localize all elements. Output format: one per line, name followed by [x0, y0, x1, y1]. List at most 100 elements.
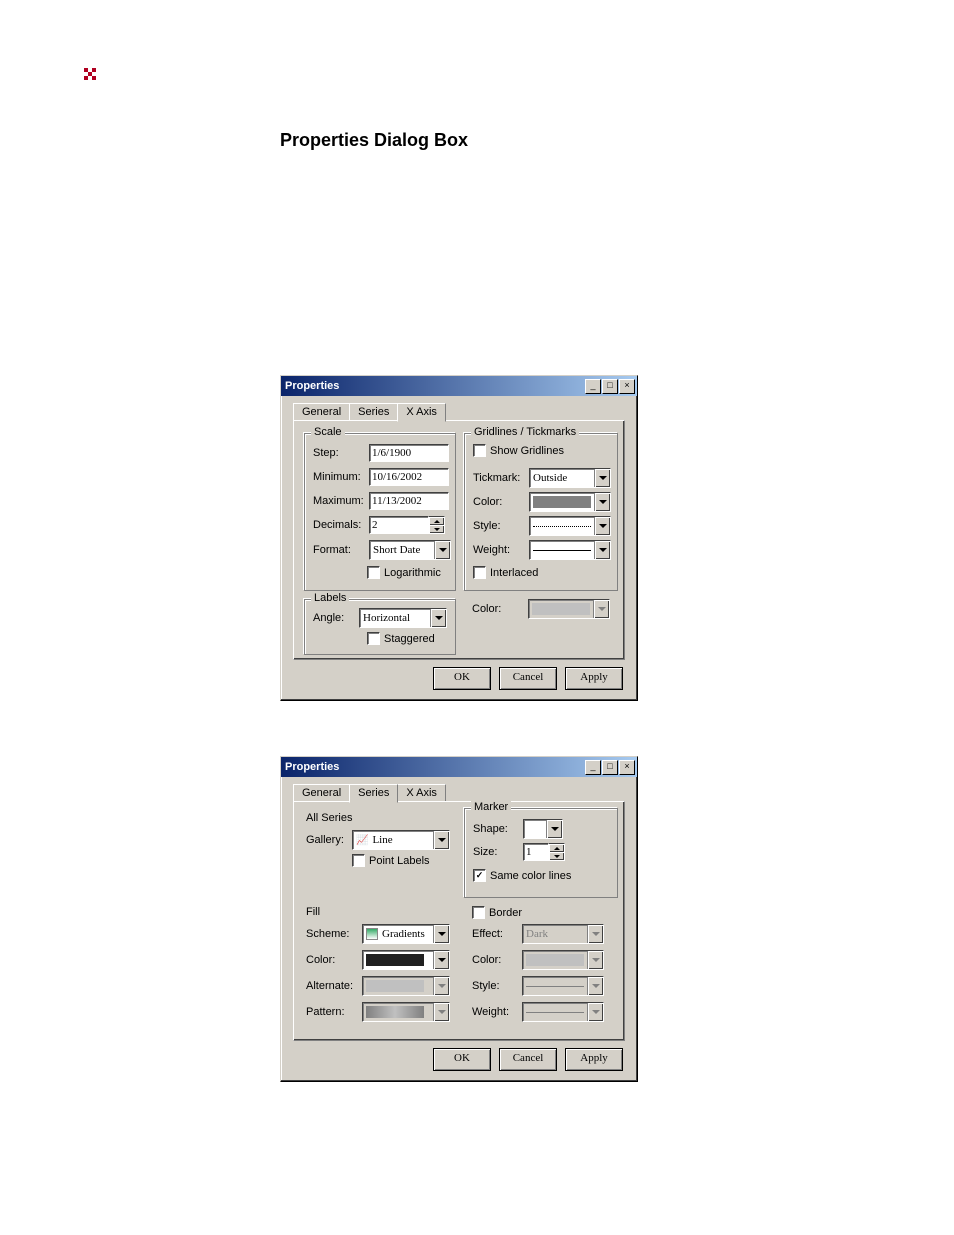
tabs: General Series X Axis [293, 402, 445, 421]
page-icon [84, 68, 96, 80]
step-label: Step: [313, 447, 363, 459]
maximum-label: Maximum: [313, 495, 363, 507]
chevron-down-icon [587, 1003, 603, 1021]
titlebar[interactable]: Properties _ □ × [281, 376, 637, 396]
gridlines-group: Gridlines / Tickmarks Show Gridlines Tic… [464, 433, 618, 591]
chevron-down-icon[interactable] [594, 493, 610, 511]
step-input[interactable] [369, 444, 449, 462]
tab-xaxis[interactable]: X Axis [397, 784, 446, 802]
point-labels-checkbox[interactable]: Point Labels [352, 854, 430, 867]
pattern-combo [362, 1002, 450, 1022]
border-style-combo [522, 976, 604, 996]
dialog-buttons: OK Cancel Apply [433, 1048, 623, 1071]
gallery-label: Gallery: [306, 834, 346, 846]
chevron-down-icon[interactable] [594, 469, 610, 487]
chevron-down-icon[interactable] [433, 831, 449, 849]
apply-button[interactable]: Apply [565, 667, 623, 690]
fill-legend: Fill [306, 906, 320, 918]
interlaced-label: Interlaced [490, 567, 538, 579]
ok-button[interactable]: OK [433, 667, 491, 690]
format-combo[interactable]: Short Date [369, 540, 451, 560]
minimize-icon[interactable]: _ [585, 379, 601, 394]
tickmark-combo[interactable]: Outside [529, 468, 611, 488]
tab-series[interactable]: Series [349, 784, 398, 803]
shape-label: Shape: [473, 823, 517, 835]
pattern-label: Pattern: [306, 1006, 356, 1018]
chevron-down-icon[interactable] [434, 541, 450, 559]
logarithmic-checkbox[interactable]: Logarithmic [367, 566, 441, 579]
ok-button[interactable]: OK [433, 1048, 491, 1071]
properties-dialog-xaxis: Properties _ □ × General Series X Axis S… [280, 375, 638, 701]
grid-color-combo[interactable] [529, 492, 611, 512]
grid-weight-combo[interactable] [529, 540, 611, 560]
dialog-title: Properties [285, 380, 339, 392]
maximize-icon[interactable]: □ [602, 379, 618, 394]
decimals-input[interactable] [369, 516, 429, 534]
show-gridlines-checkbox[interactable]: Show Gridlines [473, 444, 564, 457]
chevron-down-icon[interactable] [433, 925, 449, 943]
grid-weight-sample [533, 550, 591, 551]
chevron-down-icon[interactable] [433, 951, 449, 969]
grid-style-sample [533, 526, 591, 527]
alternate-combo [362, 976, 450, 996]
marker-legend: Marker [471, 801, 511, 813]
size-input[interactable] [523, 843, 549, 861]
maximize-icon[interactable]: □ [602, 760, 618, 775]
pattern-swatch [366, 1006, 424, 1018]
chevron-down-icon[interactable] [594, 517, 610, 535]
titlebar[interactable]: Properties _ □ × [281, 757, 637, 777]
scheme-combo[interactable]: Gradients [362, 924, 450, 944]
fill-color-swatch [366, 954, 424, 966]
tabpanel-xaxis: Scale Step: Minimum: Maximum: Decimals: [293, 420, 625, 660]
alternate-label: Alternate: [306, 980, 356, 992]
tab-xaxis[interactable]: X Axis [397, 403, 446, 422]
same-color-label: Same color lines [490, 870, 571, 882]
same-color-checkbox[interactable]: Same color lines [473, 869, 571, 882]
cancel-button[interactable]: Cancel [499, 1048, 557, 1071]
show-gridlines-label: Show Gridlines [490, 445, 564, 457]
marker-group: Marker Shape: Size: Same color lines [464, 808, 618, 898]
chevron-down-icon [433, 977, 449, 995]
minimize-icon[interactable]: _ [585, 760, 601, 775]
border-checkbox[interactable]: Border [472, 906, 522, 919]
labels-legend: Labels [311, 592, 349, 604]
tabpanel-series: All Series Gallery: 📈 Line Point Labels … [293, 801, 625, 1041]
grid-color-swatch [533, 496, 591, 508]
gradient-icon [366, 928, 378, 940]
chevron-down-icon [587, 951, 603, 969]
page-title: Properties Dialog Box [280, 130, 468, 152]
interlaced-color-label: Color: [472, 603, 522, 615]
angle-combo[interactable]: Horizontal [359, 608, 447, 628]
minimum-label: Minimum: [313, 471, 363, 483]
gallery-combo[interactable]: 📈 Line [352, 830, 450, 850]
size-stepper[interactable] [523, 843, 565, 861]
logarithmic-label: Logarithmic [384, 567, 441, 579]
fill-color-combo[interactable] [362, 950, 450, 970]
chevron-down-icon[interactable] [594, 541, 610, 559]
tab-general[interactable]: General [293, 403, 350, 421]
cancel-button[interactable]: Cancel [499, 667, 557, 690]
interlaced-checkbox[interactable]: Interlaced [473, 566, 538, 579]
close-icon[interactable]: × [619, 379, 635, 394]
chevron-down-icon [587, 977, 603, 995]
format-label: Format: [313, 544, 363, 556]
chevron-down-icon[interactable] [430, 609, 446, 627]
chevron-down-icon[interactable] [546, 820, 562, 838]
shape-value [524, 820, 546, 838]
close-icon[interactable]: × [619, 760, 635, 775]
staggered-checkbox[interactable]: Staggered [367, 632, 435, 645]
decimals-stepper[interactable] [369, 516, 445, 534]
scheme-label: Scheme: [306, 928, 356, 940]
maximum-input[interactable] [369, 492, 449, 510]
fill-color-label: Color: [306, 954, 356, 966]
border-weight-sample [526, 1012, 584, 1013]
chevron-down-icon [433, 1003, 449, 1021]
tab-general[interactable]: General [293, 784, 350, 802]
shape-combo[interactable] [523, 819, 563, 839]
apply-button[interactable]: Apply [565, 1048, 623, 1071]
grid-style-combo[interactable] [529, 516, 611, 536]
minimum-input[interactable] [369, 468, 449, 486]
tab-series[interactable]: Series [349, 403, 398, 421]
format-value: Short Date [370, 541, 434, 559]
tickmark-label: Tickmark: [473, 472, 523, 484]
